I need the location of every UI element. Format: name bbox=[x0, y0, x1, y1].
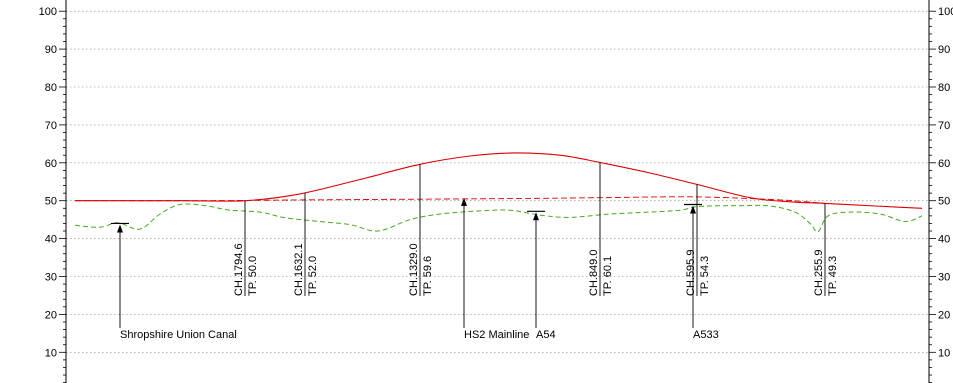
right-tick-label-40: 40 bbox=[938, 234, 950, 246]
design-profile-line bbox=[74, 152, 923, 209]
existing-ground-line bbox=[74, 203, 923, 233]
left-tick-label-90: 90 bbox=[45, 44, 57, 56]
chainage-label: CH.255.9 bbox=[813, 250, 825, 296]
right-tick-label-30: 30 bbox=[938, 272, 950, 284]
grid-lines bbox=[66, 10, 929, 353]
level-label: TP. 54.3 bbox=[699, 256, 711, 296]
level-label: TP. 59.6 bbox=[422, 256, 434, 296]
feature-label: A533 bbox=[693, 329, 719, 341]
feature-label: A54 bbox=[536, 329, 556, 341]
right-tick-label-20: 20 bbox=[938, 309, 950, 321]
level-label: TP. 50.0 bbox=[247, 256, 259, 296]
left-tick-label-20: 20 bbox=[45, 309, 57, 321]
right-tick-label-50: 50 bbox=[938, 196, 950, 208]
left-tick-label-30: 30 bbox=[45, 272, 57, 284]
arrowhead-icon bbox=[533, 212, 539, 221]
level-label: TP. 52.0 bbox=[307, 256, 319, 296]
right-tick-label-100: 100 bbox=[938, 6, 953, 18]
left-tick-label-50: 50 bbox=[45, 196, 57, 208]
chainage-label: CH.849.0 bbox=[588, 250, 600, 296]
chainage-label: CH.595.9 bbox=[685, 250, 697, 296]
right-tick-label-60: 60 bbox=[938, 158, 950, 170]
profile-series bbox=[74, 152, 923, 233]
right-tick-label-70: 70 bbox=[938, 120, 950, 132]
left-tick-label-10: 10 bbox=[45, 347, 57, 359]
right-tick-label-90: 90 bbox=[938, 44, 950, 56]
left-tick-label-100: 100 bbox=[39, 6, 57, 18]
feature-markers: Shropshire Union Canal HS2 Mainline A54 A53… bbox=[111, 197, 719, 341]
chainage-label: CH.1632.1 bbox=[293, 243, 305, 296]
left-tick-label-80: 80 bbox=[45, 82, 57, 94]
design-reference-line bbox=[74, 196, 826, 204]
arrowhead-icon bbox=[117, 224, 123, 233]
left-tick-label-40: 40 bbox=[45, 234, 57, 246]
left-tick-label-70: 70 bbox=[45, 120, 57, 132]
arrowhead-icon bbox=[690, 205, 696, 214]
chainage-markers: CH.1794.6 TP. 50.0 CH.1632.1 TP. 52.0 CH.132… bbox=[233, 162, 839, 296]
left-tick-label-60: 60 bbox=[45, 158, 57, 170]
axes: 10 10 20 20 30 30 40 40 50 50 60 60 70 70 80 80 90 90 100 1… bbox=[39, 0, 953, 383]
arrowhead-icon bbox=[461, 197, 467, 206]
level-label: TP. 49.3 bbox=[827, 256, 839, 296]
chainage-label: CH.1794.6 bbox=[233, 243, 245, 296]
level-label: TP. 60.1 bbox=[602, 256, 614, 296]
feature-label: HS2 Mainline bbox=[464, 329, 529, 341]
feature-label: Shropshire Union Canal bbox=[120, 329, 237, 341]
right-tick-label-10: 10 bbox=[938, 347, 950, 359]
chainage-label: CH.1329.0 bbox=[408, 243, 420, 296]
right-tick-label-80: 80 bbox=[938, 82, 950, 94]
